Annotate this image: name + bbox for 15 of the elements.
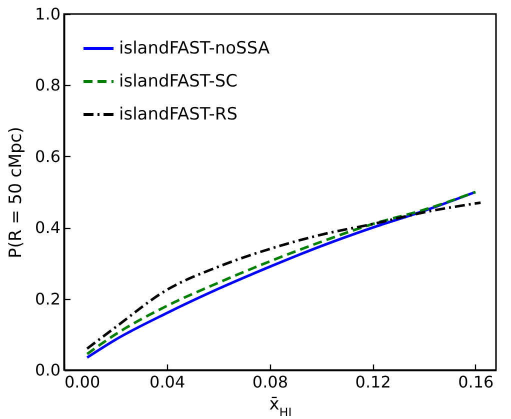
y-axis-title: P(R = 50 cMpc) — [6, 126, 26, 258]
x-tick-label: 0.04 — [150, 372, 186, 392]
y-tick-label: 0.4 — [35, 218, 60, 238]
y-tick-label: 0.6 — [35, 146, 60, 166]
y-tick-label: 0.2 — [35, 289, 60, 308]
y-tick-label: 1.0 — [35, 4, 60, 24]
x-tick-label: 0.00 — [64, 372, 100, 392]
legend-label: islandFAST-noSSA — [119, 38, 270, 58]
legend-label: islandFAST-SC — [119, 72, 238, 92]
x-tick-label: 0.12 — [355, 372, 391, 392]
y-tick-label: 0.8 — [35, 76, 60, 95]
x-tick-label: 0.16 — [458, 372, 494, 392]
x-tick-label: 0.08 — [252, 372, 288, 392]
legend-label: islandFAST-RS — [119, 104, 238, 124]
y-tick-label: 0.0 — [35, 360, 60, 380]
